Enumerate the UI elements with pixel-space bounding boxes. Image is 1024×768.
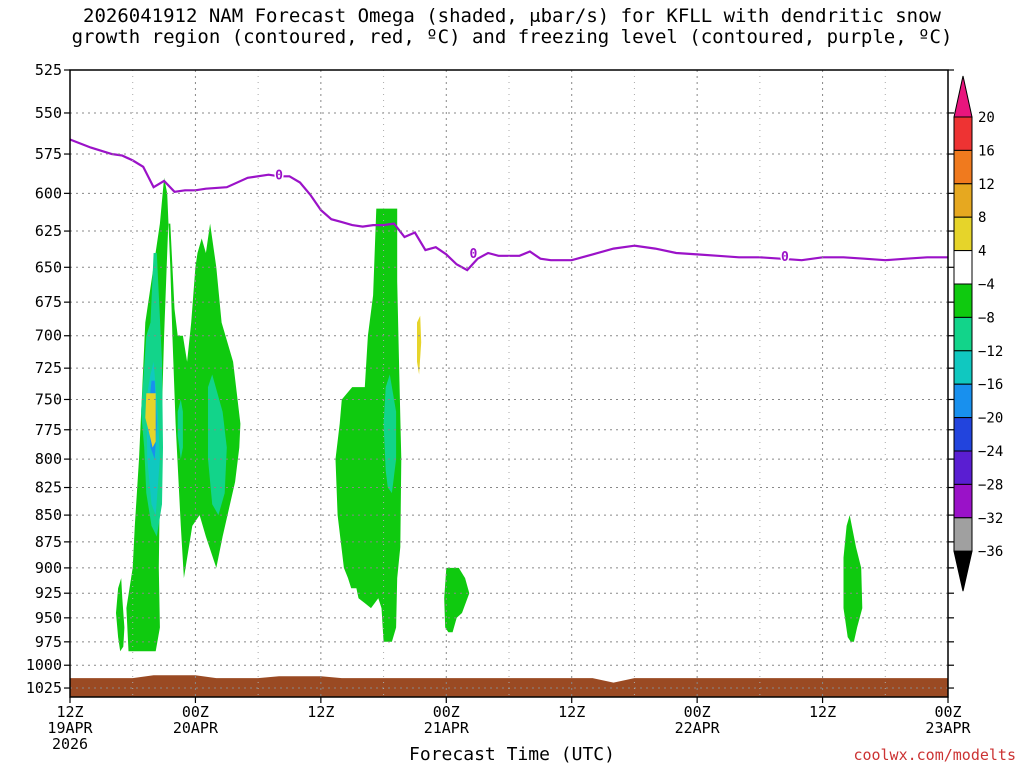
colorbar-label: 20 xyxy=(978,110,995,126)
y-tick-label: 650 xyxy=(35,258,62,276)
colorbar-label: −16 xyxy=(978,377,1003,393)
y-tick-label: 950 xyxy=(35,609,62,627)
colorbar-label: −28 xyxy=(978,477,1003,493)
y-tick-label: 525 xyxy=(35,61,62,79)
colorbar-max-arrow xyxy=(953,75,973,118)
x-tick-label: 20APR xyxy=(173,719,219,737)
omega-region-green-3 xyxy=(444,567,470,633)
x-tick-label: 00Z xyxy=(934,703,961,721)
freezing-level-contour-label: 0 xyxy=(781,250,789,265)
y-tick-label: 975 xyxy=(35,633,62,651)
colorbar-swatch xyxy=(953,116,973,151)
credit-link[interactable]: coolwx.com/modelts xyxy=(853,746,1016,764)
colorbar-swatch xyxy=(953,316,973,352)
omega-region-teal-2 xyxy=(208,374,227,516)
colorbar-label: −20 xyxy=(978,411,1003,427)
colorbar-label: −8 xyxy=(978,310,995,326)
y-tick-label: 875 xyxy=(35,533,62,551)
omega-region-yellow-1 xyxy=(145,393,156,448)
omega-region-yellow-2 xyxy=(417,315,422,375)
plot-area: 0 0 0 xyxy=(69,138,948,697)
colorbar-label: −36 xyxy=(978,544,1003,560)
colorbar-swatch xyxy=(953,350,973,385)
colorbar-swatch xyxy=(953,149,973,185)
y-tick-label: 800 xyxy=(35,450,62,468)
colorbar-swatch xyxy=(953,283,973,318)
x-tick-label: 12Z xyxy=(307,703,334,721)
y-tick-label: 900 xyxy=(35,559,62,577)
x-tick-label: 00Z xyxy=(433,703,460,721)
freezing-level-contour-label: 0 xyxy=(275,169,283,184)
chart-title: 2026041912 NAM Forecast Omega (shaded, μ… xyxy=(0,6,1024,48)
x-tick-label: 19APR xyxy=(47,719,93,737)
x-tick-label: 21APR xyxy=(424,719,470,737)
x-tick-label: 12Z xyxy=(56,703,83,721)
axes: 525 550 575 600 625 650 675 700 725 750 775 800 825 8… xyxy=(26,61,972,753)
colorbar-label: 12 xyxy=(978,177,995,193)
y-tick-label: 725 xyxy=(35,359,62,377)
colorbar-swatch xyxy=(953,250,973,285)
colorbar-label: −12 xyxy=(978,344,1003,360)
y-tick-label: 600 xyxy=(35,184,62,202)
colorbar-swatch xyxy=(953,517,973,552)
x-axis-title: Forecast Time (UTC) xyxy=(409,744,615,765)
colorbar: 20 16 12 8 4 −4 −8 −12 −16 −20 −24 −28 −32 −36 xyxy=(953,75,1003,592)
colorbar-swatch xyxy=(953,483,973,519)
title-line-1: 2026041912 NAM Forecast Omega (shaded, μ… xyxy=(83,5,941,27)
y-tick-label: 1000 xyxy=(26,656,62,674)
colorbar-label: −24 xyxy=(978,444,1003,460)
x-tick-label: 2026 xyxy=(52,735,88,753)
colorbar-swatch xyxy=(953,216,973,252)
y-tick-label: 675 xyxy=(35,293,62,311)
colorbar-label: 8 xyxy=(978,210,986,226)
y-tick-label: 850 xyxy=(35,506,62,524)
title-line-2: growth region (contoured, red, ºC) and f… xyxy=(71,26,953,48)
y-tick-label: 1025 xyxy=(26,679,62,697)
omega-region-teal-4 xyxy=(383,374,397,494)
colorbar-swatch xyxy=(953,417,973,452)
y-tick-label: 550 xyxy=(35,104,62,122)
x-tick-label: 22APR xyxy=(675,719,721,737)
y-tick-label: 925 xyxy=(35,584,62,602)
colorbar-min-arrow xyxy=(953,550,973,592)
y-tick-label: 575 xyxy=(35,145,62,163)
freezing-level-contour-label: 0 xyxy=(470,247,478,262)
colorbar-label: −32 xyxy=(978,511,1003,527)
omega-region-green-4 xyxy=(843,515,863,642)
omega-region-teal-3 xyxy=(177,399,183,460)
x-tick-label: 00Z xyxy=(684,703,711,721)
y-tick-label: 775 xyxy=(35,421,62,439)
colorbar-label: −4 xyxy=(978,277,995,293)
plot-frame xyxy=(69,69,949,698)
x-tick-label: 12Z xyxy=(809,703,836,721)
colorbar-label: 4 xyxy=(978,244,986,260)
terrain-surface xyxy=(70,675,948,697)
x-tick-label: 00Z xyxy=(182,703,209,721)
y-tick-label: 825 xyxy=(35,479,62,497)
x-tick-label: 12Z xyxy=(558,703,585,721)
colorbar-swatch xyxy=(953,450,973,485)
y-tick-label: 750 xyxy=(35,390,62,408)
omega-region-green-small xyxy=(116,578,125,652)
y-tick-label: 625 xyxy=(35,222,62,240)
x-tick-label: 23APR xyxy=(925,719,971,737)
y-tick-label: 700 xyxy=(35,327,62,345)
omega-region-green-2 xyxy=(335,208,402,642)
colorbar-swatch xyxy=(953,383,973,419)
colorbar-label: 16 xyxy=(978,143,995,159)
colorbar-swatch xyxy=(953,183,973,218)
